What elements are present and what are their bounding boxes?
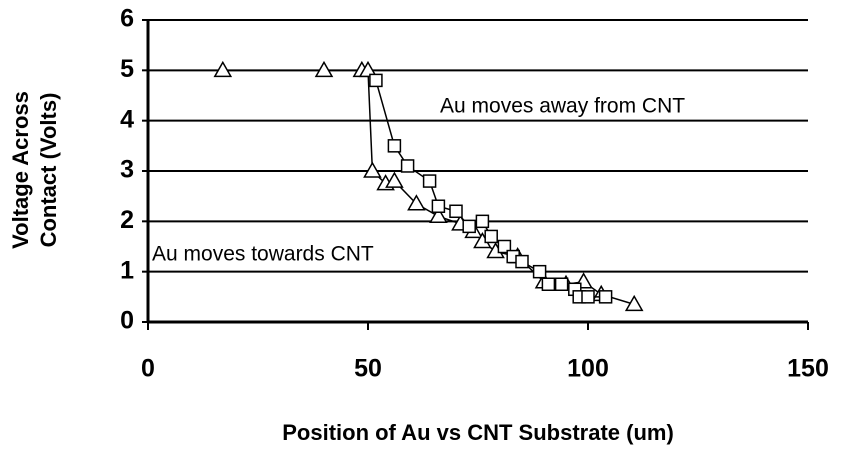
marker	[497, 239, 512, 254]
marker	[400, 159, 415, 173]
marker	[554, 277, 569, 291]
x-tick-label: 150	[787, 355, 829, 383]
marker	[422, 174, 437, 188]
x-tick-label: 100	[567, 355, 609, 383]
marker	[363, 161, 382, 178]
marker	[449, 204, 463, 219]
marker	[581, 290, 595, 304]
annotation: Au moves away from CNT	[440, 95, 685, 118]
y-tick-label: 6	[120, 5, 134, 33]
marker	[213, 60, 233, 78]
x-tick-label: 0	[141, 355, 155, 383]
marker	[369, 73, 383, 88]
marker	[475, 214, 490, 229]
marker	[407, 194, 426, 211]
marker	[387, 139, 402, 153]
marker	[431, 199, 446, 213]
marker	[385, 171, 404, 188]
y-tick-label: 1	[120, 256, 134, 284]
y-axis-label: Contact (Volts)	[36, 93, 61, 248]
x-tick-label: 50	[354, 355, 382, 383]
y-axis-label: Voltage Across	[8, 91, 33, 249]
annotation: Au moves towards CNT	[152, 243, 374, 266]
marker	[532, 264, 547, 279]
marker	[462, 219, 476, 234]
marker	[515, 254, 529, 269]
y-tick-label: 3	[120, 156, 134, 184]
y-tick-label: 2	[120, 206, 134, 234]
marker	[314, 60, 334, 78]
marker	[358, 60, 378, 78]
y-tick-label: 0	[120, 307, 134, 335]
marker	[429, 206, 448, 224]
marker	[624, 294, 644, 312]
marker	[484, 229, 498, 244]
y-tick-label: 4	[120, 105, 134, 133]
x-axis-label: Position of Au vs CNT Substrate (um)	[282, 420, 674, 445]
marker	[541, 277, 556, 291]
marker	[598, 290, 613, 304]
y-tick-label: 5	[120, 55, 134, 83]
